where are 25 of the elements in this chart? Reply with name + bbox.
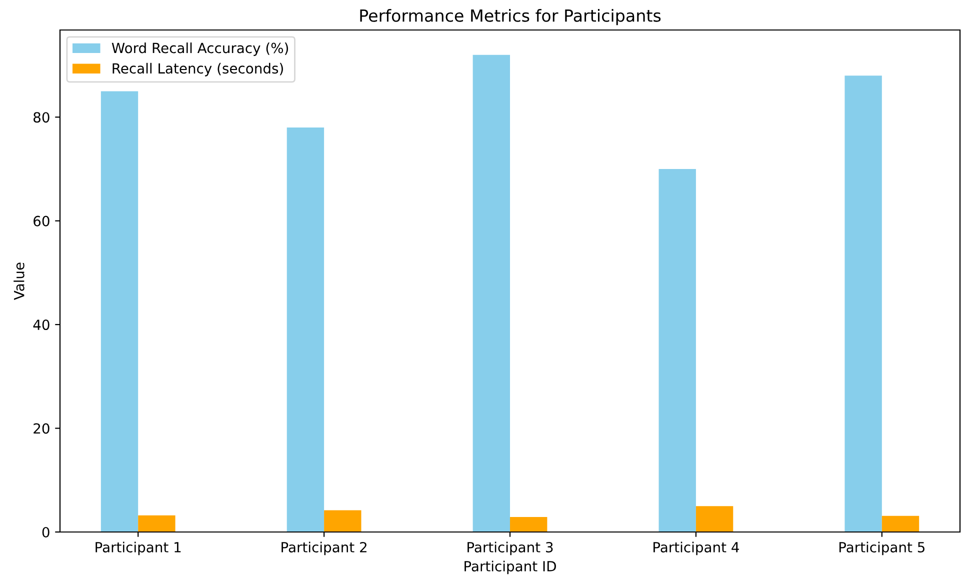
- bar: [510, 516, 548, 532]
- y-tick-label: 60: [34, 216, 50, 226]
- bar: [324, 510, 362, 532]
- bar: [138, 515, 176, 532]
- bar: [100, 91, 138, 532]
- bar: [658, 168, 696, 532]
- x-tick-label: Participant 5: [839, 542, 924, 556]
- bar: [286, 127, 324, 532]
- bar: [696, 506, 734, 532]
- y-axis-title: Value: [14, 262, 24, 300]
- legend-label: Recall Latency (seconds): [112, 62, 283, 76]
- x-tick-label: Participant 1: [96, 542, 181, 556]
- y-tick-label: 0: [42, 526, 50, 538]
- x-axis-title: Participant ID: [464, 560, 556, 574]
- x-tick-label: Participant 3: [468, 542, 553, 556]
- y-tick-label: 40: [33, 320, 50, 330]
- bar: [882, 516, 920, 532]
- legend-label: Word Recall Accuracy (%): [112, 42, 288, 56]
- x-tick-label: Participant 2: [282, 542, 366, 556]
- chart-title: Performance Metrics for Participants: [360, 9, 661, 26]
- x-tick-label: Participant 4: [654, 542, 739, 556]
- bar: [844, 76, 882, 532]
- y-tick-label: 80: [34, 112, 50, 123]
- bar: [472, 54, 510, 532]
- y-tick-label: 20: [34, 423, 50, 434]
